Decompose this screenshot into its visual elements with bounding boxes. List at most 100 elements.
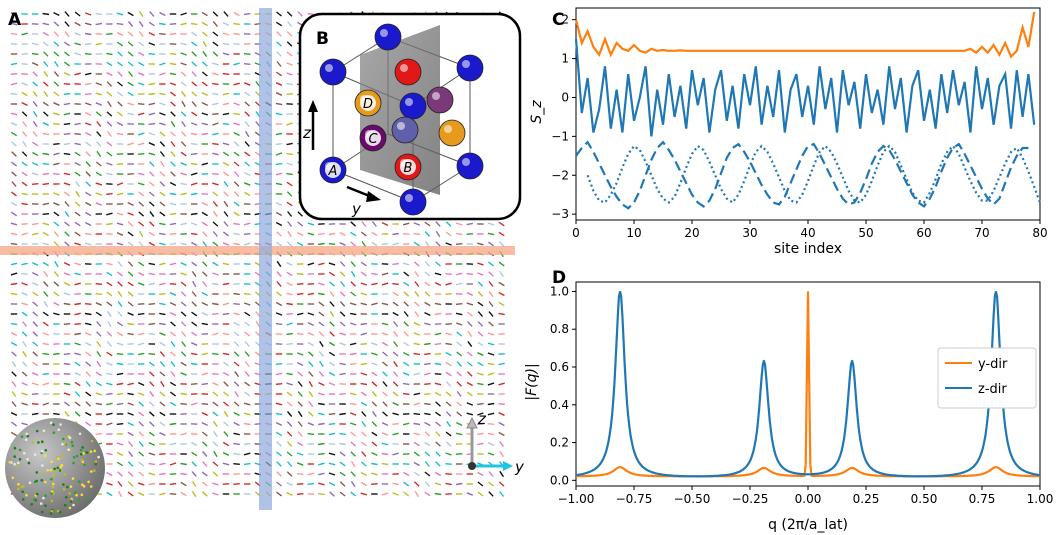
spin-arrow xyxy=(53,291,60,297)
spin-arrow xyxy=(466,412,474,416)
spin-arrow xyxy=(169,493,177,495)
spin-arrow xyxy=(212,191,219,197)
spin-arrow xyxy=(297,11,303,17)
spin-arrow xyxy=(381,302,389,306)
spin-arrow xyxy=(190,433,198,435)
spin-arrow xyxy=(148,201,155,207)
spin-arrow xyxy=(191,61,198,67)
atom xyxy=(394,58,422,86)
spin-arrow xyxy=(435,401,441,407)
sphere-dot xyxy=(85,451,89,454)
spin-arrow xyxy=(413,392,421,396)
spin-arrow xyxy=(212,51,219,57)
spin-arrow xyxy=(32,62,39,66)
spin-arrow xyxy=(244,120,250,128)
atom xyxy=(438,119,466,147)
spin-arrow xyxy=(286,313,293,315)
spin-arrow xyxy=(106,141,113,147)
sphere-dot xyxy=(49,468,53,472)
spin-arrow xyxy=(117,471,123,477)
spin-arrow xyxy=(350,481,356,487)
spin-arrow xyxy=(21,381,28,387)
spin-arrow xyxy=(159,361,166,367)
spin-arrow xyxy=(233,112,240,116)
spin-arrow xyxy=(222,161,230,167)
spin-arrow xyxy=(84,42,92,46)
spin-arrow xyxy=(339,261,346,267)
series-blue-dashed xyxy=(575,140,1029,210)
spin-arrow xyxy=(339,461,346,467)
spin-arrow xyxy=(286,281,293,287)
spin-arrow xyxy=(212,132,219,136)
spin-arrow xyxy=(159,141,166,147)
spin-arrow xyxy=(456,341,463,347)
spin-arrow xyxy=(181,121,186,127)
spin-arrow xyxy=(74,231,81,237)
spin-arrow xyxy=(477,352,484,356)
spin-arrow xyxy=(149,171,155,177)
sphere-dot xyxy=(62,488,66,491)
spin-arrow xyxy=(116,22,124,26)
spin-arrow xyxy=(319,361,324,367)
spin-arrow xyxy=(435,421,441,427)
spin-arrow xyxy=(95,433,103,435)
spin-arrow xyxy=(32,81,39,87)
spin-arrow xyxy=(212,231,218,237)
spin-arrow xyxy=(222,21,230,27)
spin-arrow xyxy=(74,282,81,286)
spin-arrow xyxy=(488,471,494,477)
spin-arrow xyxy=(10,222,18,226)
spin-arrow xyxy=(360,481,367,487)
spin-arrow xyxy=(127,11,134,17)
spin-arrow xyxy=(328,243,336,245)
spin-arrow xyxy=(74,72,81,76)
spin-arrow xyxy=(488,481,494,487)
atom xyxy=(399,188,427,216)
spin-arrow xyxy=(159,293,166,295)
spin-arrow xyxy=(243,12,251,16)
spin-arrow xyxy=(318,282,325,286)
spin-arrow xyxy=(84,221,92,227)
spin-arrow xyxy=(212,113,219,115)
spin-arrow xyxy=(63,142,71,146)
spin-arrow xyxy=(117,51,123,57)
spin-arrow xyxy=(74,361,81,367)
y-tick-label: 0.4 xyxy=(550,398,569,412)
spin-arrow xyxy=(127,61,134,67)
spin-arrow xyxy=(393,371,399,377)
sphere-dot xyxy=(18,448,22,452)
spin-arrow xyxy=(477,432,484,436)
spin-arrow xyxy=(446,420,452,428)
spin-arrow xyxy=(32,341,39,347)
spin-arrow xyxy=(286,201,293,207)
sphere-dot xyxy=(41,472,45,476)
spin-arrow xyxy=(243,462,251,466)
sphere-dot xyxy=(63,473,67,476)
y-tick-label: 0.2 xyxy=(550,436,569,450)
spin-arrow xyxy=(106,422,113,426)
spin-arrow xyxy=(244,151,251,157)
sphere-dot xyxy=(80,452,83,456)
spin-arrow xyxy=(223,211,229,217)
spin-arrow xyxy=(275,71,283,77)
spin-arrow xyxy=(445,452,452,456)
spin-arrow xyxy=(10,292,18,296)
spin-arrow xyxy=(381,272,389,276)
spin-arrow xyxy=(202,241,208,247)
spin-arrow xyxy=(499,441,505,447)
spin-arrow xyxy=(296,272,304,276)
spin-arrow xyxy=(106,331,113,337)
spin-arrow xyxy=(169,202,177,206)
spin-arrow xyxy=(499,271,504,277)
spin-arrow xyxy=(53,281,60,287)
atom-label-bg xyxy=(360,95,376,111)
spin-arrow xyxy=(191,111,198,117)
spin-arrow xyxy=(159,232,166,236)
spin-arrow xyxy=(212,272,219,276)
spin-arrow xyxy=(159,191,166,197)
spin-arrow xyxy=(424,342,431,346)
spin-arrow xyxy=(243,53,251,55)
spin-arrow xyxy=(127,241,134,247)
spin-arrow xyxy=(381,421,389,427)
